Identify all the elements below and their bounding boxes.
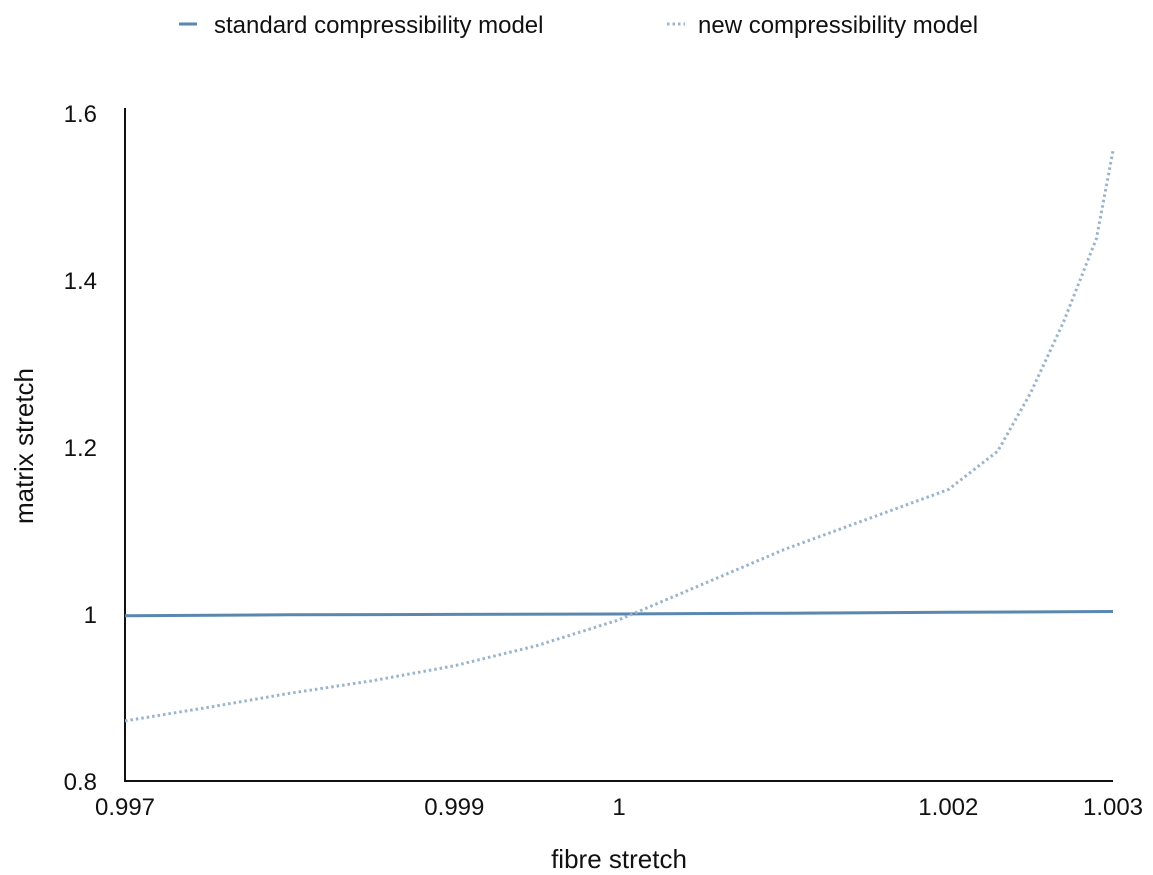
y-tick-label: 1 [84,602,97,629]
x-axis-title: fibre stretch [551,844,687,874]
legend: standard compressibility model new compre… [179,12,978,39]
x-tick-labels: 0.997 0.999 1 1.002 1.003 [95,794,1143,821]
x-tick-label: 0.999 [424,794,484,821]
x-tick-label: 1 [612,794,625,821]
new-model-line [124,150,1115,723]
y-tick-label: 0.8 [64,769,97,796]
y-tick-labels: 0.8 1 1.2 1.4 1.6 [64,101,97,796]
x-tick-label: 0.997 [95,794,155,821]
y-axis-title: matrix stretch [9,368,39,524]
series-layer [124,150,1115,723]
x-tick-label: 1.002 [918,794,978,821]
legend-label: new compressibility model [698,12,978,39]
standard-model-line [124,610,1114,618]
legend-label: standard compressibility model [214,12,543,39]
axes [124,108,1113,782]
y-tick-label: 1.2 [64,435,97,462]
y-tick-label: 1.6 [64,101,97,128]
x-tick-label: 1.003 [1083,794,1143,821]
y-tick-label: 1.4 [64,268,97,295]
